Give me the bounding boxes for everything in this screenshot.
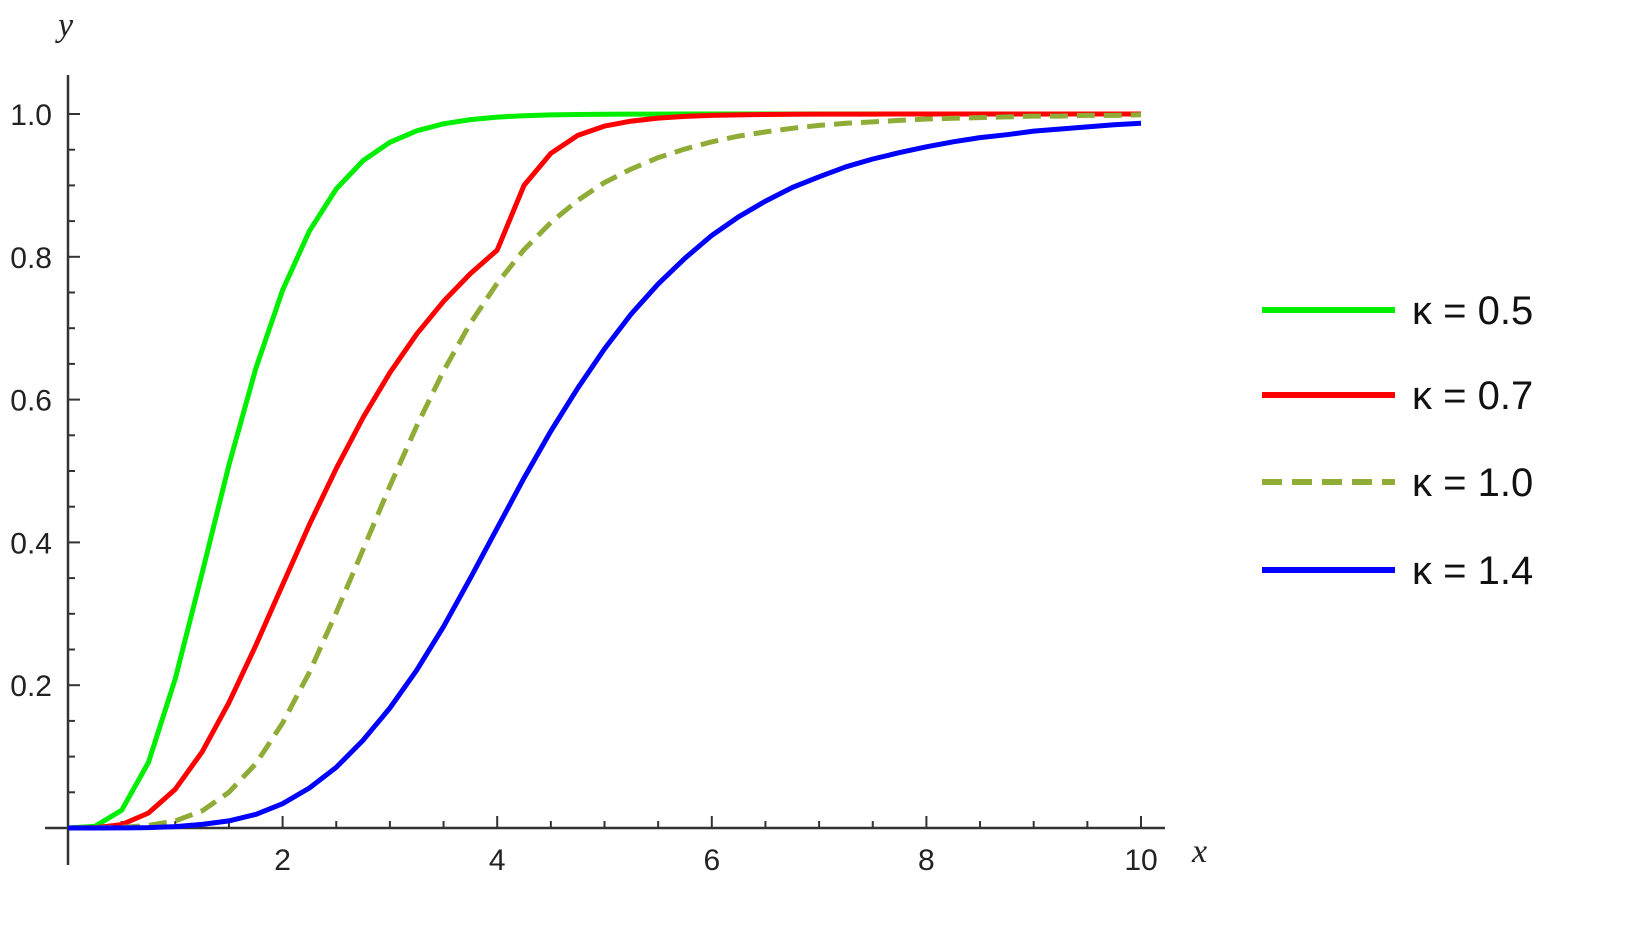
y-tick-label: 1.0 (10, 99, 52, 132)
y-tick-label: 0.8 (10, 242, 52, 275)
y-minor-ticks (68, 113, 80, 794)
x-tick-label: 4 (489, 844, 506, 877)
x-axis-label: x (1191, 833, 1207, 870)
series-line-1 (67, 111, 1141, 831)
series-lines (67, 111, 1142, 831)
y-tick-labels: 0.2 0.4 0.6 0.8 1.0 (10, 99, 52, 703)
series-line-3 (68, 120, 1142, 831)
y-tick-label: 0.2 (10, 670, 52, 703)
x-tick-label: 10 (1124, 844, 1157, 877)
x-tick-label: 2 (274, 844, 291, 877)
x-tick-label: 6 (703, 844, 720, 877)
x-minor-ticks (120, 816, 1142, 828)
legend-label-2: κ = 1.0 (1412, 461, 1533, 505)
series-line-2 (67, 112, 1142, 831)
legend-label-1: κ = 0.7 (1412, 374, 1533, 418)
x-tick-labels: 2 4 6 8 10 (274, 844, 1157, 877)
legend-label-0: κ = 0.5 (1412, 289, 1533, 333)
y-axis-label: y (55, 7, 74, 44)
y-tick-label: 0.6 (10, 385, 52, 418)
legend-label-3: κ = 1.4 (1412, 549, 1533, 593)
legend: κ = 0.5 κ = 0.7 κ = 1.0 κ = 1.4 (1262, 289, 1533, 593)
series-line-0 (67, 111, 1141, 831)
y-tick-label: 0.4 (10, 527, 52, 560)
x-tick-label: 8 (918, 844, 935, 877)
